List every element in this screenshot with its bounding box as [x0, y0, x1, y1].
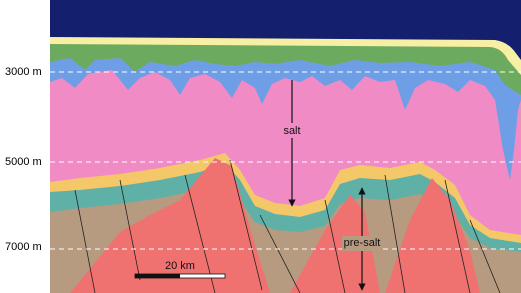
- depth-label: 5000 m: [5, 156, 42, 168]
- cross-section: 3000 m 5000 m 7000 m salt pre-salt 20 km: [0, 0, 521, 293]
- depth-label: 7000 m: [5, 241, 42, 253]
- presalt-label: pre-salt: [344, 237, 381, 249]
- layers: [50, 0, 521, 293]
- salt-label: salt: [283, 125, 300, 137]
- depth-label: 3000 m: [5, 66, 42, 78]
- page: 3000 m 5000 m 7000 m salt pre-salt 20 km…: [0, 0, 521, 293]
- scale-label: 20 km: [165, 260, 195, 272]
